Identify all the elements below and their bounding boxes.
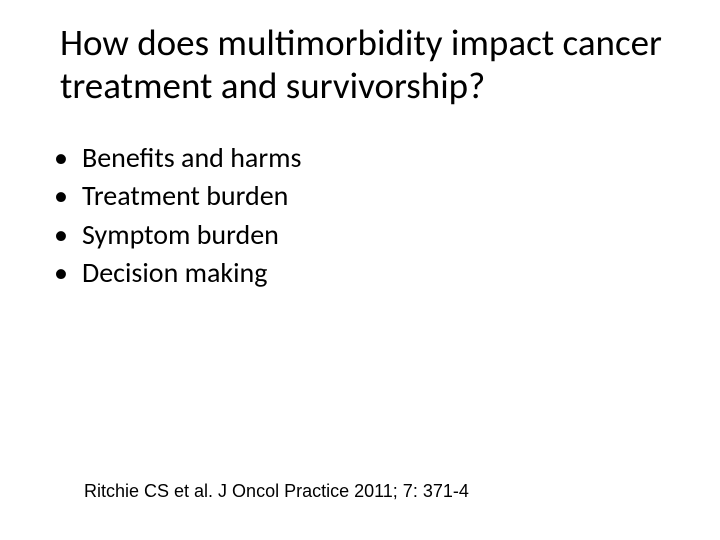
bullet-text: Benefits and harms <box>82 140 660 176</box>
bullet-icon: • <box>48 178 82 214</box>
slide: How does multimorbidity impact cancer tr… <box>0 0 720 540</box>
bullet-icon: • <box>48 255 82 291</box>
list-item: • Decision making <box>48 255 660 291</box>
bullet-icon: • <box>48 140 82 176</box>
list-item: • Benefits and harms <box>48 140 660 176</box>
bullet-text: Treatment burden <box>82 178 660 214</box>
bullet-text: Decision making <box>82 255 660 291</box>
citation-text: Ritchie CS et al. J Oncol Practice 2011;… <box>84 481 469 502</box>
slide-title: How does multimorbidity impact cancer tr… <box>60 22 680 107</box>
bullet-text: Symptom burden <box>82 217 660 253</box>
slide-body: • Benefits and harms • Treatment burden … <box>48 140 660 294</box>
bullet-icon: • <box>48 217 82 253</box>
list-item: • Treatment burden <box>48 178 660 214</box>
list-item: • Symptom burden <box>48 217 660 253</box>
